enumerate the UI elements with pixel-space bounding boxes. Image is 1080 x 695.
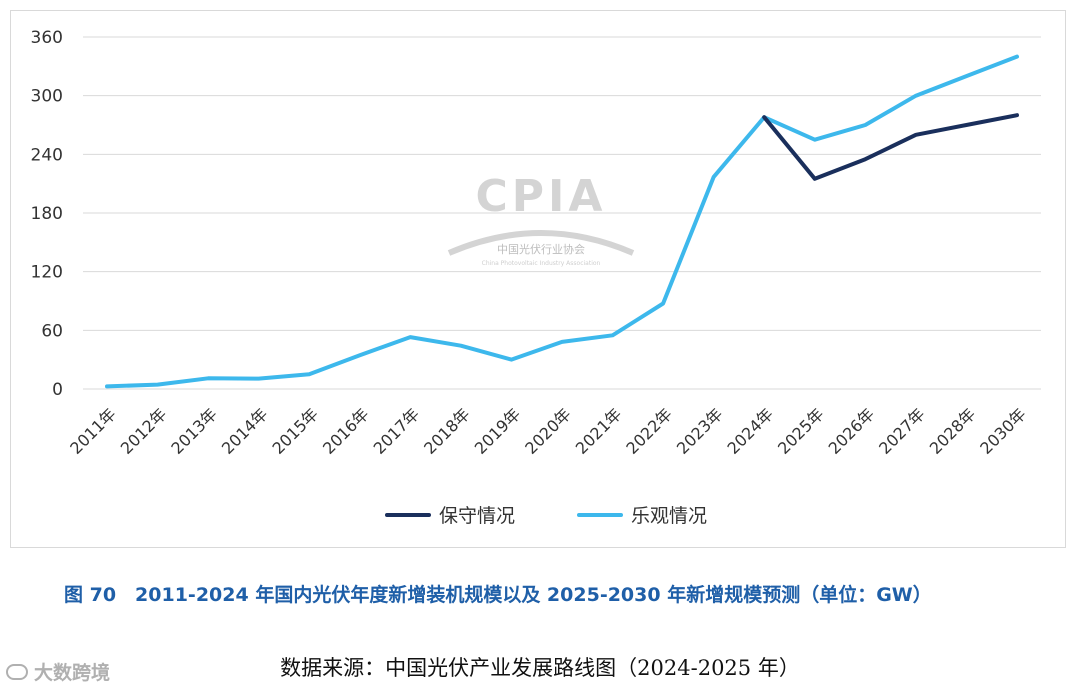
corner-watermark-text: 大数跨境 bbox=[34, 662, 111, 684]
x-tick-label: 2018年 bbox=[420, 404, 474, 458]
x-tick-label: 2028年 bbox=[926, 404, 980, 458]
x-tick-label: 2024年 bbox=[723, 404, 777, 458]
y-tick-label: 360 bbox=[31, 28, 63, 48]
x-tick-label: 2015年 bbox=[268, 404, 322, 458]
x-tick-label: 2030年 bbox=[976, 404, 1030, 458]
watermark-main: CPIA bbox=[476, 171, 607, 222]
watermark-cn: 中国光伏行业协会 bbox=[497, 242, 585, 256]
figure-caption: 图 70 2011-2024 年国内光伏年度新增装机规模以及 2025-2030… bbox=[64, 584, 932, 606]
y-tick-label: 240 bbox=[31, 145, 63, 165]
x-tick-label: 2019年 bbox=[471, 404, 525, 458]
x-tick-label: 2021年 bbox=[572, 404, 626, 458]
corner-watermark: 大数跨境 bbox=[6, 658, 110, 685]
watermark-arc bbox=[447, 230, 635, 256]
watermark-en: China Photovoltaic Industry Association bbox=[482, 260, 601, 267]
y-tick-label: 180 bbox=[31, 204, 63, 224]
chat-bubble-icon bbox=[6, 663, 28, 680]
x-tick-label: 2016年 bbox=[319, 404, 373, 458]
x-tick-label: 2026年 bbox=[825, 404, 879, 458]
x-tick-label: 2020年 bbox=[521, 404, 575, 458]
y-tick-label: 120 bbox=[31, 263, 63, 283]
series-line-conservative bbox=[762, 113, 1019, 181]
legend-label: 乐观情况 bbox=[631, 505, 707, 527]
legend-label: 保守情况 bbox=[439, 505, 515, 527]
chart-frame: CPIA 中国光伏行业协会 China Photovoltaic Industry … bbox=[10, 10, 1066, 548]
y-tick-label: 300 bbox=[31, 87, 63, 107]
x-tick-label: 2014年 bbox=[218, 404, 272, 458]
y-tick-label: 0 bbox=[52, 380, 63, 400]
x-tick-label: 2023年 bbox=[673, 404, 727, 458]
data-source: 数据来源：中国光伏产业发展路线图（2024-2025 年） bbox=[280, 656, 800, 680]
x-tick-label: 2022年 bbox=[622, 404, 676, 458]
x-tick-label: 2025年 bbox=[774, 404, 828, 458]
x-tick-label: 2017年 bbox=[370, 404, 424, 458]
x-tick-label: 2011年 bbox=[66, 404, 120, 458]
y-tick-label: 60 bbox=[41, 321, 63, 341]
x-tick-label: 2027年 bbox=[875, 404, 929, 458]
x-tick-label: 2013年 bbox=[167, 404, 221, 458]
chart-svg: CPIA 中国光伏行业协会 China Photovoltaic Industry … bbox=[31, 28, 1041, 527]
x-tick-label: 2012年 bbox=[117, 404, 171, 458]
